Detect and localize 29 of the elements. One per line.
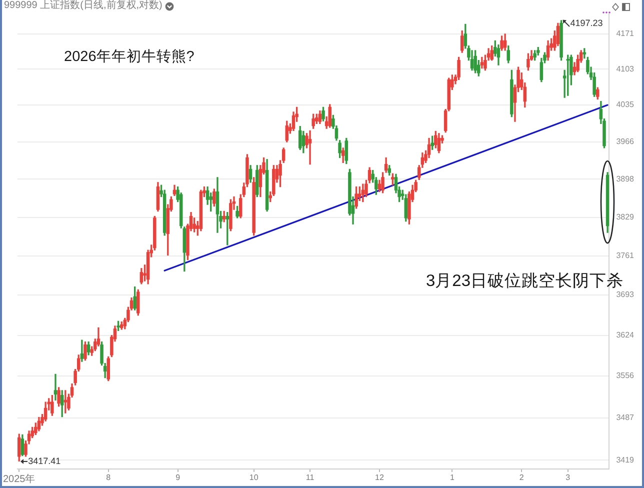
x-tick-label: 2 <box>519 473 524 482</box>
x-tick-label: 3 <box>566 473 571 482</box>
x-tick-label: 1 <box>450 473 455 482</box>
candlestick <box>80 340 84 362</box>
annotation: 3月23日破位跳空长阴下杀 <box>426 272 624 290</box>
x-tick-label: 8 <box>106 473 112 482</box>
y-tick-label: 3829 <box>616 212 635 222</box>
y-tick-label: 3898 <box>616 174 635 184</box>
annotation: 4197.23 <box>570 18 603 28</box>
x-tick-label: 11 <box>306 473 315 482</box>
candlestick <box>54 374 58 401</box>
y-tick-label: 3556 <box>616 371 635 380</box>
y-tick-label: 4171 <box>616 29 635 38</box>
y-tick-label: 3761 <box>616 251 635 260</box>
y-tick-label: 3966 <box>616 137 635 146</box>
x-tick-label: 2025年 <box>3 472 36 485</box>
y-tick-label: 3419 <box>616 455 635 464</box>
y-tick-label: 3693 <box>616 290 635 300</box>
y-tick-label: 4035 <box>616 100 635 110</box>
y-tick-label: 3624 <box>616 330 635 340</box>
candlestick <box>308 130 312 165</box>
y-tick-label: 4103 <box>616 64 635 74</box>
x-tick-label: 9 <box>176 473 181 482</box>
x-tick-label: 12 <box>375 473 384 482</box>
chart-title: 999999 上证指数(日线,前复权,对数) <box>4 0 162 12</box>
annotation: 3417.41 <box>28 456 61 466</box>
x-tick-label: 10 <box>249 473 259 482</box>
annotation: 2026年年初牛转熊? <box>64 49 194 66</box>
y-tick-label: 3487 <box>616 413 635 422</box>
